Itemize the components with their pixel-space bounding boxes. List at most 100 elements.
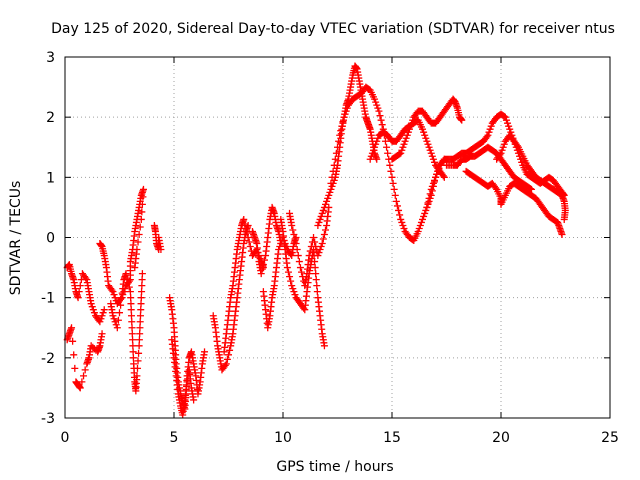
series-seg-g <box>168 336 198 419</box>
data-point <box>322 226 330 234</box>
data-point <box>225 351 232 359</box>
data-point <box>126 288 134 296</box>
data-point <box>328 173 336 181</box>
data-point <box>124 279 132 287</box>
data-point <box>318 240 326 248</box>
data-point <box>499 143 507 151</box>
data-point <box>306 247 314 255</box>
data-point <box>116 309 123 317</box>
data-point <box>427 191 435 199</box>
data-point <box>190 396 198 404</box>
data-point <box>69 337 77 345</box>
data-point <box>401 137 409 145</box>
data-point <box>113 324 121 332</box>
data-point <box>496 151 504 159</box>
data-point <box>372 140 380 148</box>
data-point <box>137 294 145 302</box>
data-point <box>289 226 297 234</box>
data-point <box>98 330 106 338</box>
data-point <box>135 342 143 350</box>
data-point <box>125 283 133 291</box>
series-seg-l <box>277 215 328 350</box>
data-point <box>341 110 349 118</box>
data-point <box>328 182 336 190</box>
data-point <box>386 161 394 169</box>
data-point <box>335 137 343 145</box>
data-point <box>138 276 146 284</box>
data-point <box>316 246 324 254</box>
data-point <box>241 220 249 228</box>
data-point <box>384 149 392 157</box>
data-point <box>383 143 391 151</box>
data-point <box>428 152 436 160</box>
y-tick-label: -3 <box>41 411 55 427</box>
data-point <box>371 143 379 151</box>
data-point <box>405 125 413 133</box>
data-point <box>289 285 297 293</box>
data-point <box>314 221 322 229</box>
data-point <box>392 197 400 205</box>
data-point <box>71 364 79 372</box>
data-point <box>415 224 423 232</box>
data-point <box>403 131 411 139</box>
y-axis-label: SDTVAR / TECUs <box>8 181 24 296</box>
data-point <box>68 324 76 332</box>
data-point <box>424 200 432 208</box>
series-seg-e <box>150 221 165 254</box>
data-point <box>504 119 512 127</box>
data-point <box>114 316 122 324</box>
data-point <box>400 224 408 232</box>
data-point <box>88 303 96 311</box>
data-point <box>426 146 434 154</box>
data-point <box>133 364 141 372</box>
data-point <box>420 212 428 220</box>
data-point <box>501 113 509 121</box>
data-point <box>320 342 328 350</box>
data-point <box>372 98 380 106</box>
data-point <box>502 116 510 124</box>
data-point <box>138 270 146 278</box>
data-point <box>397 215 405 223</box>
data-point <box>201 348 209 356</box>
axis-ticks <box>64 56 611 419</box>
data-point <box>424 140 432 148</box>
data-point <box>76 384 84 392</box>
data-point <box>433 170 441 178</box>
data-point <box>373 137 381 145</box>
x-tick-label: 0 <box>61 430 70 446</box>
data-point <box>395 206 403 214</box>
data-point <box>127 312 135 320</box>
data-point <box>80 372 88 380</box>
data-point <box>293 246 301 254</box>
data-point <box>138 208 146 216</box>
chart-title: Day 125 of 2020, Sidereal Day-to-day VTE… <box>51 21 615 37</box>
data-point <box>422 206 430 214</box>
data-point <box>117 295 125 303</box>
data-point <box>423 203 431 211</box>
data-point <box>378 121 386 129</box>
data-point <box>245 238 253 246</box>
data-point <box>398 146 406 154</box>
data-point <box>127 294 135 302</box>
y-tick-label: 3 <box>46 50 55 66</box>
data-point <box>506 125 514 133</box>
data-point <box>133 372 141 380</box>
data-point <box>127 300 135 308</box>
data-point <box>389 179 397 187</box>
data-point <box>414 227 422 235</box>
data-point <box>505 122 513 130</box>
data-point <box>484 131 492 139</box>
grid <box>65 57 610 418</box>
data-point <box>340 113 348 121</box>
data-point <box>283 264 291 272</box>
data-point <box>128 330 136 338</box>
data-point <box>300 304 308 312</box>
data-point <box>87 300 95 308</box>
data-point <box>316 215 324 223</box>
data-point <box>134 357 142 365</box>
data-point <box>122 270 130 278</box>
series-seg-r <box>423 110 531 211</box>
data-point <box>425 143 433 151</box>
data-point <box>313 282 321 290</box>
data-point <box>498 146 506 154</box>
